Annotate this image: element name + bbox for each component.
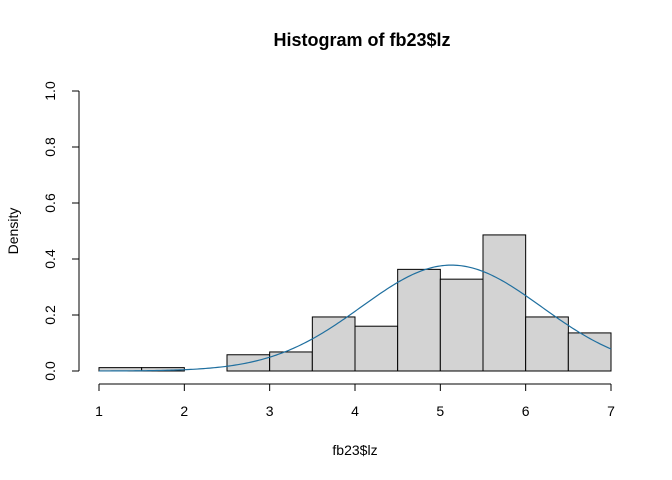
x-tick-label: 1 — [95, 403, 103, 419]
y-tick-label: 0.8 — [42, 137, 58, 157]
x-axis-label: fb23$lz — [332, 442, 377, 458]
x-tick-label: 2 — [180, 403, 188, 419]
x-axis: 1 2 3 4 5 6 7 — [95, 383, 615, 419]
y-tick-label: 0.2 — [42, 305, 58, 325]
x-tick-label: 4 — [351, 403, 359, 419]
chart-title: Histogram of fb23$lz — [273, 30, 450, 50]
histogram-bar-10 — [525, 316, 569, 372]
x-tick-label: 5 — [436, 403, 444, 419]
x-tick-label: 7 — [607, 403, 615, 419]
histogram-bar-5 — [311, 316, 356, 372]
y-tick-label: 0.4 — [42, 249, 58, 269]
histogram-bar-9 — [482, 234, 527, 372]
histogram-bars — [98, 234, 612, 372]
density-curve — [99, 264, 612, 372]
y-axis-label: Density — [5, 208, 21, 255]
histogram-bar-11 — [567, 332, 612, 372]
y-tick-label: 0.0 — [42, 361, 58, 381]
y-axis: 0.0 0.2 0.4 0.6 0.8 1.0 — [42, 81, 80, 381]
x-tick-label: 3 — [266, 403, 274, 419]
histogram-bar-8 — [439, 278, 484, 372]
x-tick-label: 6 — [522, 403, 530, 419]
y-tick-label: 0.6 — [42, 193, 58, 213]
histogram-bar-7 — [397, 268, 441, 372]
histogram-bar-6 — [354, 325, 399, 372]
y-tick-label: 1.0 — [42, 81, 58, 101]
